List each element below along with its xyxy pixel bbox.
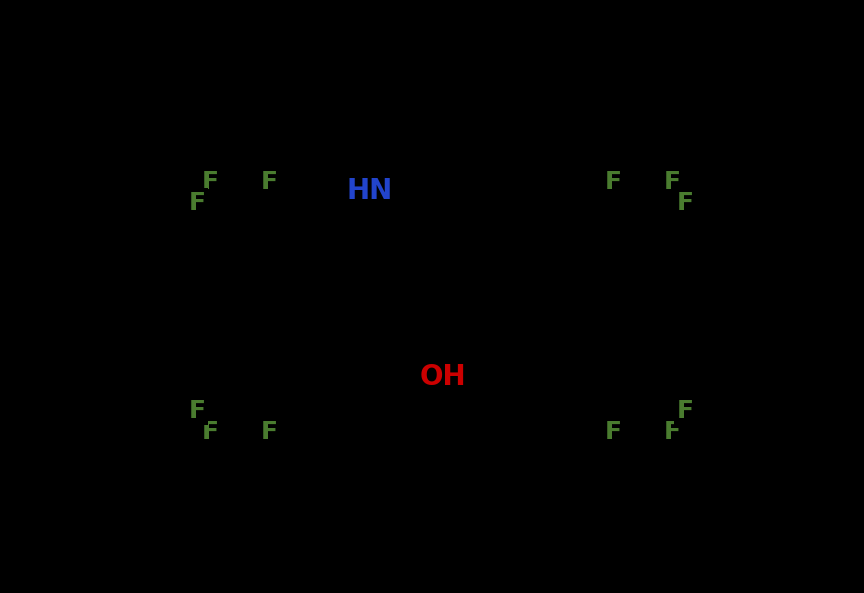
Text: F: F <box>188 191 206 215</box>
Text: F: F <box>260 170 277 194</box>
Text: F: F <box>606 419 622 444</box>
Text: OH: OH <box>420 363 466 391</box>
Text: F: F <box>677 398 694 423</box>
Text: F: F <box>260 419 277 444</box>
Text: F: F <box>188 398 206 423</box>
Text: F: F <box>202 170 219 194</box>
Text: F: F <box>202 419 219 444</box>
Text: HN: HN <box>346 177 393 205</box>
Text: F: F <box>677 191 694 215</box>
Text: F: F <box>664 170 681 194</box>
Text: F: F <box>606 170 622 194</box>
Text: F: F <box>664 419 681 444</box>
